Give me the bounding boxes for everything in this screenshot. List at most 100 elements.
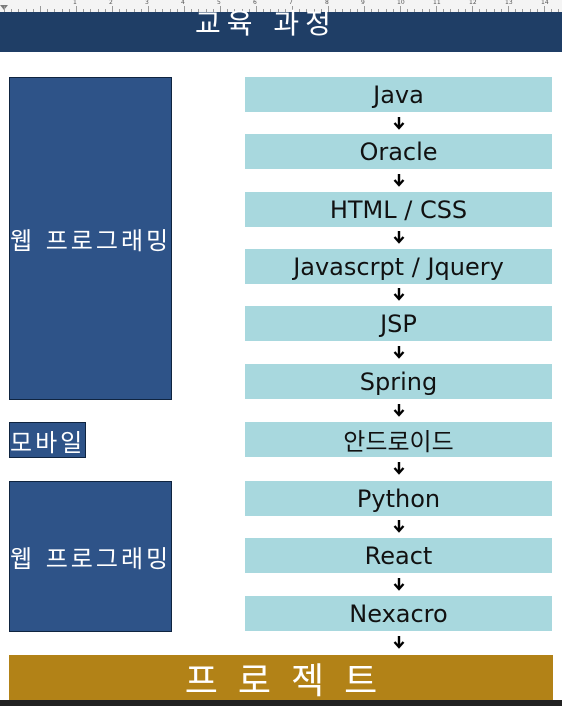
ruler-tick	[551, 9, 553, 12]
course-spring: Spring	[245, 364, 552, 399]
ruler-tick	[414, 9, 416, 12]
ruler-tick	[421, 9, 423, 12]
ruler-tick	[184, 6, 185, 12]
ruler-tick	[508, 6, 509, 12]
ruler-tick	[500, 9, 502, 12]
ruler-tick	[407, 9, 409, 12]
ruler-tick	[191, 9, 193, 12]
ruler-tick	[61, 9, 63, 12]
ruler-number: 2	[109, 0, 113, 6]
window-bottom-edge	[0, 700, 562, 706]
ruler-tick	[97, 9, 99, 12]
ruler-tick	[313, 9, 315, 12]
arrow-down-icon	[392, 116, 406, 130]
ruler-number: 10	[397, 0, 405, 6]
ruler-tick	[234, 9, 236, 12]
course-react: React	[245, 538, 552, 573]
ruler-tick	[392, 9, 394, 12]
group-label: 웹 프로그래밍	[10, 545, 172, 573]
ruler-tick	[104, 9, 106, 12]
project-bar: 프로젝트	[9, 655, 553, 702]
ruler-tick	[544, 6, 545, 12]
ruler-tick	[328, 6, 329, 12]
ruler-tick	[320, 9, 322, 12]
ruler-tick	[47, 9, 49, 12]
ruler-tick	[277, 9, 279, 12]
course-oracle: Oracle	[245, 134, 552, 169]
arrow-down-icon	[392, 345, 406, 359]
ruler-tick	[40, 6, 41, 12]
ruler-number: 7	[289, 0, 293, 6]
ruler-tick	[529, 9, 531, 12]
ruler-tick	[25, 9, 27, 12]
ruler-tick	[140, 9, 142, 12]
ruler-tick	[292, 6, 293, 12]
ruler-tick	[464, 9, 466, 12]
ruler-number: 13	[505, 0, 513, 6]
ruler-tick	[256, 6, 257, 12]
ruler-tick	[148, 6, 149, 12]
course-nexacro: Nexacro	[245, 596, 552, 631]
ruler-tick	[54, 9, 56, 12]
ruler-tick	[162, 9, 164, 12]
group-web-programming-1: 웹 프로그래밍	[9, 77, 173, 400]
arrow-down-icon	[392, 519, 406, 533]
ruler-tick	[241, 9, 243, 12]
ruler-tick	[76, 6, 77, 12]
ruler-tick	[284, 9, 286, 12]
ruler-tick	[11, 9, 13, 12]
ruler-tick	[371, 9, 373, 12]
ruler-tick	[32, 9, 34, 12]
ruler-tick	[306, 9, 308, 12]
ruler-tick	[349, 9, 351, 12]
ruler-tick	[205, 9, 207, 12]
ruler-tick	[443, 9, 445, 12]
title-bar: 교육 과정	[0, 10, 562, 52]
ruler-tick	[176, 9, 178, 12]
arrow-down-icon	[392, 230, 406, 244]
ruler-tick	[493, 9, 495, 12]
group-label: 모바일	[10, 428, 86, 457]
ruler-tick	[436, 6, 437, 12]
ruler-number: 9	[361, 0, 365, 6]
ruler-tick	[90, 9, 92, 12]
ruler-tick	[270, 9, 272, 12]
project-label: 프로젝트	[184, 661, 398, 702]
ruler-number: 12	[469, 0, 477, 6]
arrow-down-icon	[392, 461, 406, 475]
ruler-number: 14	[541, 0, 549, 6]
ruler-tick	[119, 9, 121, 12]
ruler-tick	[4, 6, 5, 12]
ruler-tick	[385, 9, 387, 12]
ruler-tick	[479, 9, 481, 12]
ruler-tick	[112, 6, 113, 12]
ruler-tick	[126, 9, 128, 12]
ruler-tick	[220, 6, 221, 12]
ruler-tick	[155, 9, 157, 12]
course-java: Java	[245, 77, 552, 112]
ruler-number: 11	[433, 0, 441, 6]
ruler-number: 4	[181, 0, 185, 6]
ruler-number: 8	[325, 0, 329, 6]
ruler-tick	[342, 9, 344, 12]
group-web-programming-2: 웹 프로그래밍	[9, 481, 173, 632]
ruler-number: 1	[73, 0, 77, 6]
arrow-down-icon	[392, 577, 406, 591]
ruler-tick	[450, 9, 452, 12]
ruler-tick	[248, 9, 250, 12]
course-html-css: HTML / CSS	[245, 192, 552, 227]
ruler-tick	[364, 6, 365, 12]
arrow-down-icon	[392, 287, 406, 301]
ruler-tick	[472, 6, 473, 12]
ruler-tick	[212, 9, 214, 12]
course-python: Python	[245, 481, 552, 516]
ruler-tick	[486, 9, 488, 12]
course-android: 안드로이드	[245, 422, 552, 457]
ruler-tick	[356, 9, 358, 12]
ruler-number: 3	[145, 0, 149, 6]
ruler-tick	[428, 9, 430, 12]
ruler-tick	[83, 9, 85, 12]
ruler-tick	[558, 9, 560, 12]
ruler-number: 6	[253, 0, 257, 6]
ruler-tick	[68, 9, 70, 12]
